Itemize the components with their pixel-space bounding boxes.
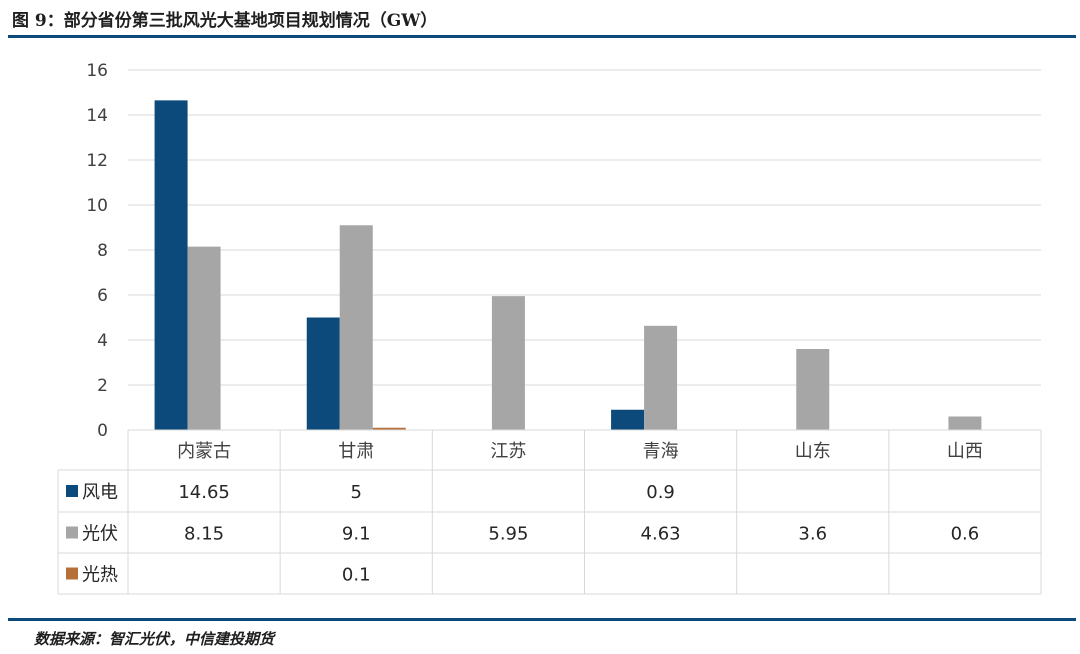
category-label-内蒙古: 内蒙古 [177, 441, 231, 462]
category-label-山东: 山东 [795, 441, 831, 462]
bottom-rule [8, 618, 1076, 621]
legend-swatch-光伏 [66, 526, 78, 539]
chart-title: 图 9：部分省份第三批风光大基地项目规划情况（GW） [12, 11, 438, 31]
data-label-光伏-甘肃: 9.1 [342, 524, 371, 545]
bar-光伏-青海 [644, 325, 678, 430]
category-label-江苏: 江苏 [490, 441, 526, 462]
y-tick-0: 0 [97, 421, 108, 441]
gridlines [128, 69, 1041, 431]
category-label-甘肃: 甘肃 [338, 441, 374, 462]
legend-swatch-光热 [66, 567, 78, 580]
legend-label-光伏: 光伏 [82, 524, 118, 545]
y-tick-6: 6 [97, 286, 108, 306]
y-tick-10: 10 [86, 196, 108, 216]
data-label-光伏-青海: 4.63 [641, 524, 681, 545]
category-label-青海: 青海 [643, 441, 679, 462]
bar-光伏-山西 [948, 416, 982, 430]
y-tick-16: 16 [86, 61, 108, 81]
bar-风电-内蒙古 [154, 100, 188, 430]
y-tick-8: 8 [97, 241, 108, 261]
bar-风电-青海 [611, 409, 645, 430]
y-tick-2: 2 [97, 376, 108, 396]
y-tick-labels: 0 2 4 6 8 10 12 14 16 [86, 61, 108, 441]
bar-光伏-甘肃 [339, 225, 373, 430]
bar-光伏-山东 [796, 349, 830, 430]
data-label-风电-甘肃: 5 [351, 482, 362, 503]
source-note: 数据来源：智汇光伏，中信建投期货 [34, 630, 275, 648]
data-label-光伏-江苏: 5.95 [488, 524, 528, 545]
legend-label-风电: 风电 [82, 482, 118, 503]
data-label-光伏-山西: 0.6 [951, 524, 980, 545]
y-tick-12: 12 [86, 151, 108, 171]
top-rule [8, 35, 1076, 38]
bar-光伏-江苏 [491, 296, 525, 430]
bar-光热-甘肃 [372, 427, 406, 430]
bars [154, 100, 982, 430]
category-label-山西: 山西 [947, 441, 983, 462]
data-label-光伏-内蒙古: 8.15 [184, 524, 224, 545]
data-label-风电-青海: 0.9 [646, 482, 675, 503]
bar-风电-甘肃 [306, 317, 340, 430]
y-tick-4: 4 [97, 331, 108, 351]
data-label-光热-甘肃: 0.1 [342, 565, 371, 586]
y-tick-14: 14 [86, 106, 108, 126]
data-label-风电-内蒙古: 14.65 [178, 482, 230, 503]
bar-光伏-内蒙古 [187, 246, 221, 430]
legend-label-光热: 光热 [82, 565, 118, 586]
legend-swatch-风电 [66, 485, 78, 497]
data-label-光伏-山东: 3.6 [798, 524, 827, 545]
